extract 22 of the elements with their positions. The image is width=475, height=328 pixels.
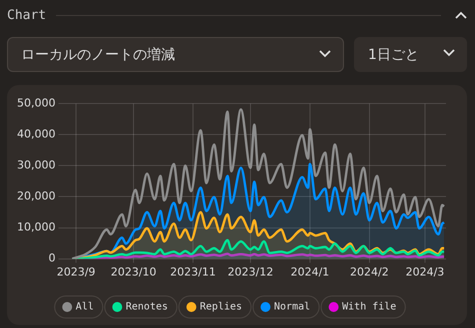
- x-tick-label: 2023/9: [56, 265, 96, 278]
- chart-subtitle: ローカルのノートの増減: [21, 46, 175, 64]
- legend-label: Normal: [274, 302, 310, 313]
- y-tick-label: 50,000: [16, 96, 56, 110]
- x-tick-label: 2023/11: [170, 265, 216, 278]
- legend-label: With file: [342, 302, 396, 313]
- x-tick-label: 2023/10: [110, 265, 156, 278]
- x-tick-label: 2024/2: [350, 265, 389, 278]
- y-tick-label: 40,000: [16, 128, 56, 140]
- line-series: [71, 108, 446, 259]
- text: 1日ごと: [368, 46, 419, 64]
- x-tick-label: 2024/1: [290, 265, 330, 278]
- y-tick-label: 20,000: [16, 190, 56, 203]
- y-tick-label: 10,000: [16, 220, 56, 234]
- x-tick-label: 2024/3: [406, 265, 444, 278]
- legend-label: Renotes: [126, 302, 168, 313]
- legend-label: All: [76, 302, 94, 313]
- y-tick-label: 30,000: [16, 158, 56, 172]
- chart-title: Chart: [7, 8, 46, 22]
- y-tick-label: 0: [48, 252, 56, 265]
- legend-label: Replies: [200, 302, 242, 313]
- x-tick-label: 2023/12: [228, 265, 274, 278]
